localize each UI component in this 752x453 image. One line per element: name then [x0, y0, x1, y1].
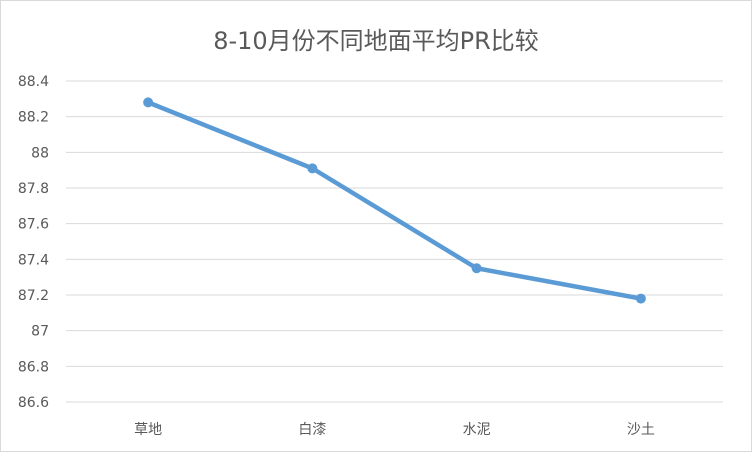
y-tick-label: 87.4: [18, 252, 49, 268]
data-point: [635, 293, 646, 304]
chart-title: 8-10月份不同地面平均PR比较: [213, 27, 539, 55]
x-tick-label: 草地: [134, 422, 162, 438]
x-tick-label: 白漆: [298, 422, 326, 438]
y-tick-label: 86.8: [18, 359, 49, 375]
y-tick-label: 87.8: [18, 181, 49, 197]
y-tick-label: 86.6: [18, 395, 49, 411]
data-point: [307, 163, 318, 174]
y-tick-label: 87.6: [18, 217, 49, 233]
x-tick-label: 沙土: [627, 422, 655, 438]
y-tick-label: 88.4: [18, 74, 49, 90]
y-tick-label: 87: [31, 324, 49, 340]
data-point: [143, 97, 154, 108]
x-tick-label: 水泥: [463, 422, 491, 438]
series-line: [145, 100, 644, 301]
y-tick-label: 87.2: [18, 288, 49, 304]
y-tick-label: 88.2: [18, 110, 49, 126]
data-point: [471, 263, 482, 274]
y-tick-label: 88: [31, 145, 49, 161]
